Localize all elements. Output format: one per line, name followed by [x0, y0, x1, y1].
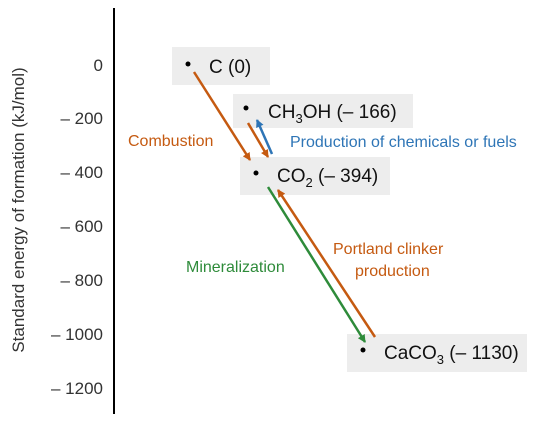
formula-rest: (– 1130) [444, 343, 519, 364]
y-tick-label: 0 [94, 56, 103, 75]
y-tick-label: – 800 [60, 271, 103, 290]
compound-dot [243, 105, 249, 111]
formula-subscript: 3 [295, 111, 302, 126]
compound-label: C (0) [209, 57, 251, 78]
production-label: Production of chemicals or fuels [290, 134, 517, 151]
y-tick-label: – 1000 [51, 325, 103, 344]
compound-dot [253, 170, 259, 176]
mineralization-arrow [266, 186, 367, 343]
formula-subscript: 2 [306, 175, 313, 190]
compound-ch3oh: CH3OH (– 166) [233, 94, 413, 128]
compound-box [240, 157, 390, 195]
mineralization-label: Mineralization [186, 259, 285, 276]
compound-label: CaCO3 (– 1130) [384, 343, 519, 367]
formula-main: CaCO [384, 343, 437, 364]
portland-clinker-arrow [276, 189, 377, 338]
formula-main: CH [268, 102, 295, 123]
compound-box [347, 334, 527, 372]
compound-dot [185, 61, 191, 67]
compound-co2: CO2 (– 394) [240, 157, 390, 195]
formula-main: CO [277, 166, 306, 187]
formula-subscript: 3 [437, 352, 444, 367]
compound-c: C (0) [172, 47, 270, 85]
combustion-arrow-c-to-co2 [192, 71, 252, 161]
compound-dot [360, 347, 366, 353]
y-tick-label: – 600 [60, 217, 103, 236]
formula-rest: OH (– 166) [303, 102, 397, 123]
y-tick-label: – 200 [60, 109, 103, 128]
formula-rest: (– 394) [313, 166, 378, 187]
portland-label-line1: Portland clinker [333, 241, 444, 258]
compound-label: CH3OH (– 166) [268, 102, 397, 126]
compound-label: CO2 (– 394) [277, 166, 378, 190]
y-axis-label: Standard energy of formation (kJ/mol) [9, 67, 28, 352]
y-tick-label: – 400 [60, 163, 103, 182]
portland-label-line2: production [355, 263, 430, 280]
production-arrow-co2-to-ch3oh [255, 119, 274, 155]
combustion-arrow-ch3oh-to-co2 [246, 122, 270, 158]
combustion-label: Combustion [128, 133, 213, 150]
y-tick-label: – 1200 [51, 379, 103, 398]
compound-caco3: CaCO3 (– 1130) [347, 334, 527, 372]
